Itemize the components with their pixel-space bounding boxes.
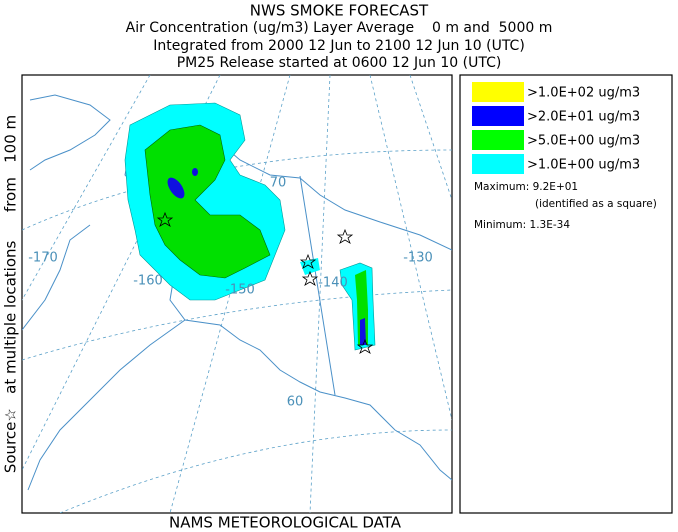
legend-label: >1.0E+02 ug/m3 bbox=[527, 86, 640, 101]
title: NWS SMOKE FORECAST bbox=[250, 2, 429, 20]
source-star bbox=[156, 211, 174, 227]
legend-swatch bbox=[472, 154, 524, 174]
longitude-label: -140 bbox=[318, 276, 348, 291]
maximum-note: (identified as a square) bbox=[535, 198, 657, 210]
plume bbox=[124, 102, 376, 351]
coastline bbox=[22, 94, 452, 491]
subtitle: Air Concentration (ug/m3) Layer Average … bbox=[126, 20, 553, 36]
legend-label: >1.0E+00 ug/m3 bbox=[527, 158, 640, 173]
legend-swatch bbox=[472, 106, 524, 126]
source-star bbox=[299, 253, 317, 269]
plume-mid bbox=[144, 124, 271, 279]
sources bbox=[156, 211, 374, 354]
minimum: Minimum: 1.3E-34 bbox=[474, 219, 570, 231]
legend-swatch bbox=[472, 82, 524, 102]
legend-label: >2.0E+01 ug/m3 bbox=[527, 110, 640, 125]
plume-high bbox=[192, 168, 198, 176]
longitude-label: -170 bbox=[28, 251, 58, 266]
legend-swatch bbox=[472, 130, 524, 150]
plume-high bbox=[167, 177, 185, 199]
source-star bbox=[356, 338, 374, 354]
latitude-label: 70 bbox=[270, 176, 287, 191]
longitude-label: -160 bbox=[133, 274, 163, 289]
side-label: Source☆ at multiple locations from 100 m bbox=[2, 115, 20, 473]
legend: Maximum: 9.2E+01 (identified as a square… bbox=[459, 74, 673, 514]
longitude-label: -130 bbox=[403, 251, 433, 266]
subtitle: Integrated from 2000 12 Jun to 2100 12 J… bbox=[153, 38, 525, 54]
subtitle: PM25 Release started at 0600 12 Jun 10 (… bbox=[177, 55, 502, 71]
plume-high bbox=[360, 318, 366, 345]
longitude-label: -150 bbox=[225, 283, 255, 298]
source-star bbox=[301, 270, 319, 286]
legend-label: >5.0E+00 ug/m3 bbox=[527, 134, 640, 149]
latitude-label: 60 bbox=[287, 395, 304, 410]
maximum: Maximum: 9.2E+01 bbox=[474, 181, 578, 193]
footer: NAMS METEOROLOGICAL DATA bbox=[169, 514, 402, 532]
map: -170 -160 -150 -140 -130 70 60 bbox=[21, 74, 453, 514]
source-star bbox=[336, 228, 354, 244]
